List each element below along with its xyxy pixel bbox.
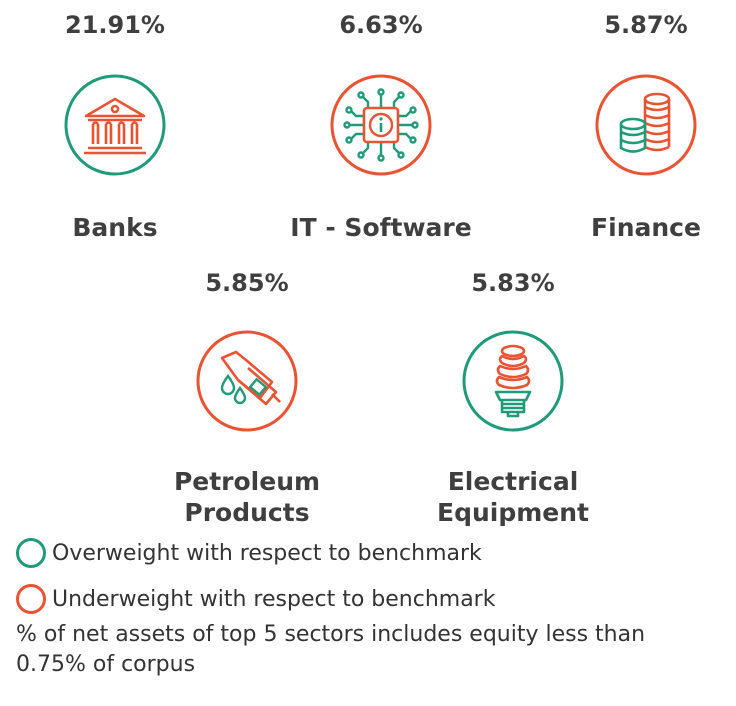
bank-icon (64, 74, 166, 176)
overweight-circle-icon (16, 538, 46, 568)
legend-overweight: Overweight with respect to benchmark (16, 538, 482, 568)
sector-label: Petroleum Products (127, 466, 367, 528)
sector-label-line2: Products (184, 498, 310, 527)
sector-banks: 21.91% Banks (0, 8, 235, 243)
sector-it-software: 6.63% IT - Software (261, 8, 501, 243)
sector-percent: 5.83% (471, 269, 555, 297)
legend-overweight-label: Overweight with respect to benchmark (52, 540, 482, 566)
sector-label-line1: Electrical (447, 467, 579, 496)
legend-underweight-label: Underweight with respect to benchmark (52, 586, 496, 612)
legend-underweight: Underweight with respect to benchmark (16, 584, 495, 614)
sector-label: IT - Software (290, 213, 472, 242)
sector-finance: 5.87% Finance (526, 8, 736, 243)
sector-percent: 5.85% (205, 269, 289, 297)
sector-percent: 6.63% (339, 11, 423, 39)
sector-label: Electrical Equipment (393, 466, 633, 528)
circuit-chip-icon (330, 74, 432, 176)
fuel-nozzle-icon (196, 330, 298, 432)
sector-petroleum-products: 5.85% Petroleum Products (127, 266, 367, 528)
light-bulb-icon (462, 330, 564, 432)
sector-label-line1: Petroleum (173, 467, 321, 496)
coin-stacks-icon (595, 74, 697, 176)
sector-label-line2: Equipment (437, 498, 589, 527)
sector-label: Banks (72, 213, 158, 242)
sector-electrical-equipment: 5.83% Electrical Equipment (393, 266, 633, 528)
sector-percent: 5.87% (604, 11, 688, 39)
underweight-circle-icon (16, 584, 46, 614)
footnote: % of net assets of top 5 sectors include… (16, 622, 646, 677)
sector-label: Finance (591, 213, 701, 242)
sector-percent: 21.91% (65, 11, 165, 39)
